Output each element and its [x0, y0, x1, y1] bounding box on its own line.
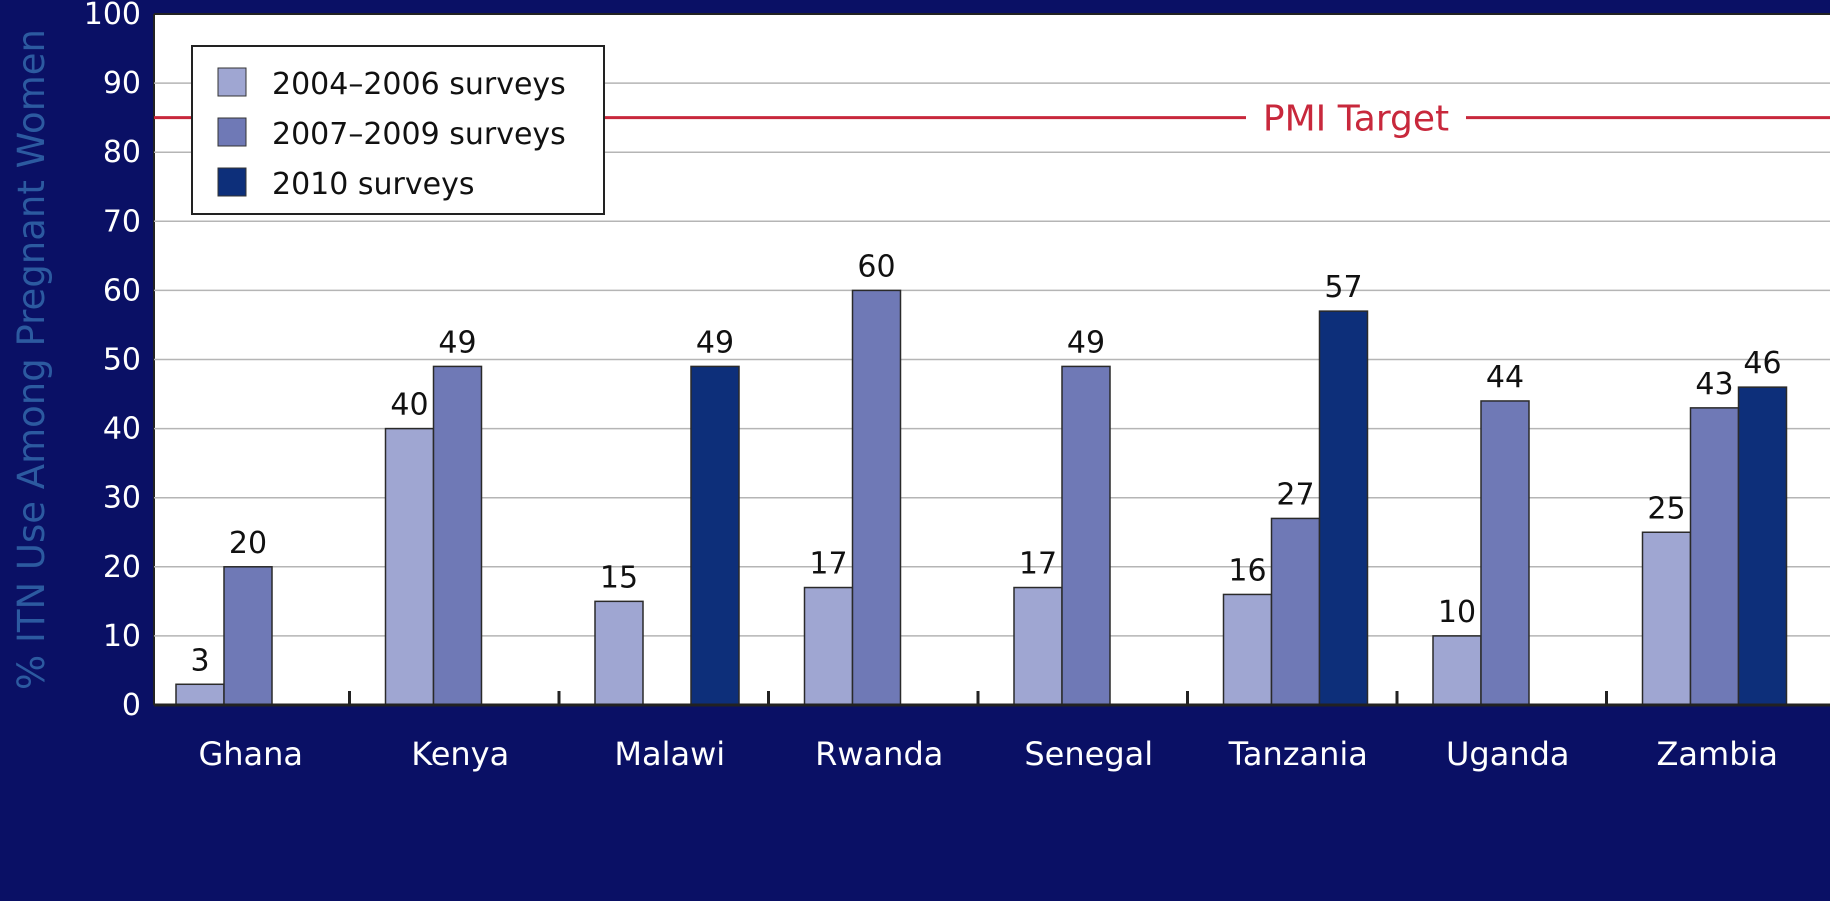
- y-tick-label: 0: [122, 688, 141, 723]
- y-tick-label: 100: [84, 0, 141, 32]
- data-label: 20: [229, 526, 267, 561]
- x-category-label: Tanzania: [1228, 735, 1368, 773]
- bar-uganda-series-0: [1433, 636, 1481, 705]
- data-label: 3: [190, 643, 209, 678]
- pmi-target-label: PMI Target: [1263, 99, 1449, 140]
- legend-label-1: 2007–2009 surveys: [272, 117, 566, 152]
- x-category-label: Kenya: [411, 735, 509, 773]
- bar-rwanda-series-1: [853, 290, 901, 705]
- data-label: 44: [1486, 360, 1524, 395]
- data-label: 43: [1695, 367, 1733, 402]
- data-label: 49: [438, 325, 476, 360]
- bar-rwanda-series-0: [805, 588, 853, 705]
- bar-zambia-series-2: [1739, 387, 1787, 705]
- bar-tanzania-series-0: [1224, 594, 1272, 705]
- data-label: 16: [1228, 553, 1266, 588]
- legend-swatch-0: [218, 68, 246, 96]
- bar-tanzania-series-1: [1272, 518, 1320, 705]
- data-label: 10: [1438, 595, 1476, 630]
- bar-malawi-series-0: [595, 601, 643, 705]
- y-tick-label: 90: [103, 66, 141, 101]
- legend-swatch-1: [218, 118, 246, 146]
- bar-uganda-series-1: [1481, 401, 1529, 705]
- legend-swatch-2: [218, 168, 246, 196]
- data-label: 57: [1324, 270, 1362, 305]
- x-category-label: Ghana: [198, 735, 303, 773]
- y-tick-label: 80: [103, 135, 141, 170]
- bar-senegal-series-1: [1062, 366, 1110, 705]
- bar-tanzania-series-2: [1320, 311, 1368, 705]
- data-label: 25: [1647, 491, 1685, 526]
- data-label: 15: [600, 560, 638, 595]
- data-label: 49: [696, 325, 734, 360]
- bar-kenya-series-1: [434, 366, 482, 705]
- y-axis-title: % ITN Use Among Pregnant Women: [10, 29, 53, 690]
- bar-malawi-series-2: [691, 366, 739, 705]
- y-tick-label: 50: [103, 343, 141, 378]
- legend-label-2: 2010 surveys: [272, 167, 474, 202]
- x-category-label: Zambia: [1656, 735, 1778, 773]
- data-label: 17: [809, 547, 847, 582]
- bar-ghana-series-1: [224, 567, 272, 705]
- bar-ghana-series-0: [176, 684, 224, 705]
- data-label: 60: [857, 249, 895, 284]
- data-label: 46: [1743, 346, 1781, 381]
- y-tick-label: 10: [103, 619, 141, 654]
- bar-zambia-series-0: [1643, 532, 1691, 705]
- x-category-label: Senegal: [1024, 735, 1153, 773]
- y-tick-label: 20: [103, 550, 141, 585]
- y-tick-label: 60: [103, 273, 141, 308]
- data-label: 49: [1067, 325, 1105, 360]
- x-category-label: Uganda: [1446, 735, 1570, 773]
- data-label: 40: [390, 388, 428, 423]
- data-label: 27: [1276, 477, 1314, 512]
- legend-label-0: 2004–2006 surveys: [272, 67, 566, 102]
- bar-zambia-series-1: [1691, 408, 1739, 705]
- bar-senegal-series-0: [1014, 588, 1062, 705]
- y-tick-label: 40: [103, 412, 141, 447]
- x-category-label: Rwanda: [815, 735, 943, 773]
- x-category-label: Malawi: [614, 735, 725, 773]
- y-tick-label: 70: [103, 204, 141, 239]
- data-label: 17: [1019, 547, 1057, 582]
- bar-kenya-series-0: [386, 429, 434, 705]
- y-tick-label: 30: [103, 481, 141, 516]
